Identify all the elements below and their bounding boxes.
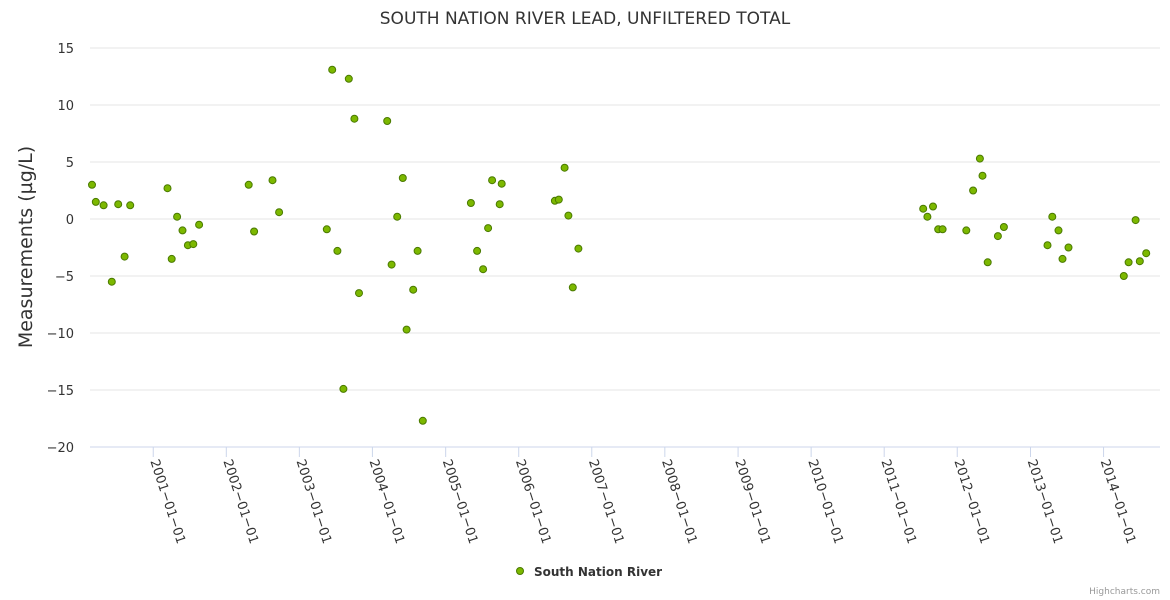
data-point[interactable] xyxy=(88,180,96,189)
y-tick-label: 10 xyxy=(57,99,74,114)
data-point[interactable] xyxy=(1119,272,1128,280)
x-tick-label: 2011−01−01 xyxy=(877,458,918,546)
data-point[interactable] xyxy=(413,246,422,255)
data-point[interactable] xyxy=(350,114,359,123)
x-tick-label: 2009−01−01 xyxy=(731,458,772,546)
y-tick-label: −20 xyxy=(47,441,74,456)
data-point[interactable] xyxy=(244,180,253,189)
x-tick-label: 2001−01−01 xyxy=(146,458,187,546)
data-point[interactable] xyxy=(167,254,176,263)
y-tick-label: −15 xyxy=(47,384,74,399)
data-point[interactable] xyxy=(969,186,978,195)
data-point[interactable] xyxy=(1142,249,1151,258)
data-point[interactable] xyxy=(962,226,971,235)
data-point[interactable] xyxy=(488,176,497,185)
x-tick-label: 2008−01−01 xyxy=(658,458,699,546)
data-point[interactable] xyxy=(418,416,427,425)
data-point[interactable] xyxy=(554,195,563,204)
x-tick-label: 2003−01−01 xyxy=(293,458,334,546)
x-tick-label: 2010−01−01 xyxy=(804,458,845,546)
x-axis-ticks: 2001−01−01 2002−01−01 2003−01−01 2004−01−01… xyxy=(146,447,1138,546)
data-point[interactable] xyxy=(466,199,475,207)
credit-link[interactable]: Highcharts.com xyxy=(1089,587,1160,597)
data-point[interactable] xyxy=(495,200,504,209)
data-point[interactable] xyxy=(560,163,569,172)
legend[interactable]: South Nation River xyxy=(516,565,663,579)
data-point[interactable] xyxy=(975,154,984,163)
data-point[interactable] xyxy=(99,201,108,210)
data-point[interactable] xyxy=(173,212,182,221)
data-point[interactable] xyxy=(473,246,482,255)
data-point[interactable] xyxy=(383,117,392,125)
x-tick-label: 2014−01−01 xyxy=(1097,458,1138,546)
data-point[interactable] xyxy=(275,208,284,217)
data-point[interactable] xyxy=(1058,254,1067,263)
data-point[interactable] xyxy=(178,226,187,235)
data-point[interactable] xyxy=(919,204,928,213)
data-point[interactable] xyxy=(333,246,342,255)
y-tick-label: 0 xyxy=(66,213,74,228)
legend-marker xyxy=(516,567,524,575)
data-point[interactable] xyxy=(344,74,353,83)
grid-lines xyxy=(90,47,1160,391)
y-axis-ticks: −20 −15 −10 −5 0 5 10 15 xyxy=(47,42,74,456)
x-tick-label: 2007−01−01 xyxy=(585,458,626,546)
data-point[interactable] xyxy=(479,265,488,274)
data-point[interactable] xyxy=(929,202,937,211)
data-point[interactable] xyxy=(250,227,259,236)
x-tick-label: 2005−01−01 xyxy=(439,458,480,546)
data-point[interactable] xyxy=(1124,258,1133,267)
data-point[interactable] xyxy=(999,223,1008,231)
data-point[interactable] xyxy=(409,285,418,294)
data-point[interactable] xyxy=(1048,212,1057,221)
data-point[interactable] xyxy=(1135,257,1144,266)
data-point[interactable] xyxy=(189,240,198,249)
data-point[interactable] xyxy=(993,232,1002,241)
data-point[interactable] xyxy=(355,289,363,298)
x-tick-label: 2006−01−01 xyxy=(512,458,553,546)
data-point[interactable] xyxy=(268,176,277,185)
data-point[interactable] xyxy=(1131,216,1140,225)
y-tick-label: 5 xyxy=(66,156,74,171)
x-tick-label: 2002−01−01 xyxy=(219,458,260,546)
data-point[interactable] xyxy=(114,200,123,209)
data-point[interactable] xyxy=(484,224,493,233)
y-axis-label: Measurements (µg/L) xyxy=(15,146,37,348)
data-point[interactable] xyxy=(91,197,100,206)
data-point[interactable] xyxy=(938,225,947,234)
x-tick-label: 2004−01−01 xyxy=(366,458,407,546)
data-point[interactable] xyxy=(923,212,932,221)
x-tick-label: 2013−01−01 xyxy=(1024,458,1065,546)
y-tick-label: −10 xyxy=(47,327,74,342)
data-point[interactable] xyxy=(120,252,129,261)
data-points xyxy=(88,65,1151,425)
data-point[interactable] xyxy=(1064,243,1073,252)
x-tick-label: 2012−01−01 xyxy=(950,458,991,546)
data-point[interactable] xyxy=(1054,226,1063,235)
data-point[interactable] xyxy=(564,211,573,220)
data-point[interactable] xyxy=(568,283,577,292)
data-point[interactable] xyxy=(322,225,331,234)
data-point[interactable] xyxy=(195,220,204,229)
data-point[interactable] xyxy=(328,65,337,74)
y-tick-label: 15 xyxy=(57,42,74,57)
data-point[interactable] xyxy=(402,325,411,334)
data-point[interactable] xyxy=(497,179,506,188)
data-point[interactable] xyxy=(163,184,172,193)
data-point[interactable] xyxy=(387,260,396,269)
data-point[interactable] xyxy=(107,277,116,286)
data-point[interactable] xyxy=(1043,241,1052,250)
chart-title: SOUTH NATION RIVER LEAD, UNFILTERED TOTA… xyxy=(380,9,791,29)
data-point[interactable] xyxy=(574,244,583,253)
data-point[interactable] xyxy=(983,258,992,267)
data-point[interactable] xyxy=(393,212,402,221)
data-point[interactable] xyxy=(126,201,135,210)
data-point[interactable] xyxy=(339,384,348,393)
y-tick-label: −5 xyxy=(55,270,74,285)
data-point[interactable] xyxy=(398,174,407,182)
legend-item-label[interactable]: South Nation River xyxy=(534,565,662,579)
data-point[interactable] xyxy=(978,171,987,180)
